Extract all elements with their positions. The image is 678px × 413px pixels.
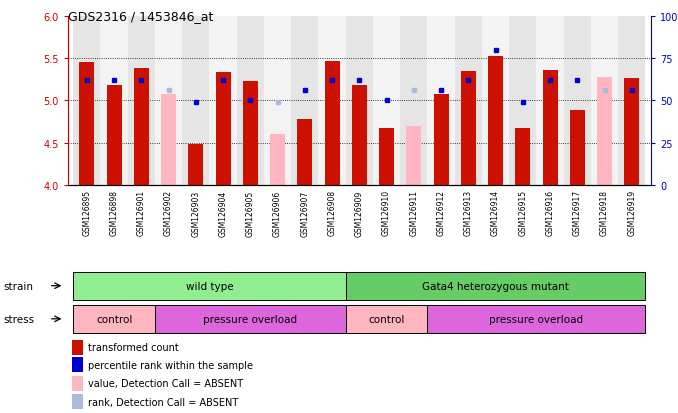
Text: rank, Detection Call = ABSENT: rank, Detection Call = ABSENT <box>88 397 239 407</box>
Bar <box>243 82 258 186</box>
Bar <box>188 145 203 186</box>
Text: GSM126915: GSM126915 <box>518 190 527 236</box>
Bar <box>73 305 155 333</box>
Bar <box>618 17 645 186</box>
Bar <box>597 78 612 186</box>
Bar <box>319 17 346 186</box>
Bar <box>73 272 346 300</box>
Bar <box>298 120 313 186</box>
Bar <box>509 17 536 186</box>
Bar <box>427 305 645 333</box>
Text: GDS2316 / 1453846_at: GDS2316 / 1453846_at <box>68 10 213 23</box>
Bar <box>161 95 176 186</box>
Text: pressure overload: pressure overload <box>203 314 298 324</box>
Bar <box>536 17 563 186</box>
Bar <box>292 17 319 186</box>
Text: GSM126916: GSM126916 <box>546 190 555 236</box>
Bar <box>73 340 83 355</box>
Text: pressure overload: pressure overload <box>490 314 584 324</box>
Text: GSM126918: GSM126918 <box>600 190 609 236</box>
Text: GSM126909: GSM126909 <box>355 190 364 236</box>
Bar <box>379 128 394 186</box>
Bar <box>624 78 639 186</box>
Bar <box>570 111 585 186</box>
Bar <box>488 57 503 186</box>
Bar <box>73 357 83 372</box>
Text: value, Detection Call = ABSENT: value, Detection Call = ABSENT <box>88 378 243 388</box>
Text: GSM126903: GSM126903 <box>191 190 201 236</box>
Text: control: control <box>96 314 132 324</box>
Text: Gata4 heterozygous mutant: Gata4 heterozygous mutant <box>422 281 569 291</box>
Text: GSM126911: GSM126911 <box>410 190 418 236</box>
Bar <box>400 17 427 186</box>
Text: GSM126902: GSM126902 <box>164 190 173 236</box>
Text: GSM126905: GSM126905 <box>246 190 255 236</box>
Text: percentile rank within the sample: percentile rank within the sample <box>88 360 253 370</box>
Bar <box>79 63 94 186</box>
Text: transformed count: transformed count <box>88 343 179 353</box>
Bar <box>346 305 427 333</box>
Bar <box>563 17 591 186</box>
Bar <box>325 62 340 186</box>
Bar <box>155 305 346 333</box>
Bar <box>373 17 400 186</box>
Text: GSM126919: GSM126919 <box>627 190 637 236</box>
Bar <box>73 17 100 186</box>
Bar <box>591 17 618 186</box>
Text: stress: stress <box>3 314 35 324</box>
Bar <box>406 126 421 186</box>
Text: control: control <box>368 314 405 324</box>
Bar <box>482 17 509 186</box>
Text: GSM126907: GSM126907 <box>300 190 309 236</box>
Text: strain: strain <box>3 281 33 291</box>
Text: GSM126914: GSM126914 <box>491 190 500 236</box>
Bar <box>134 69 149 186</box>
Bar <box>434 95 449 186</box>
Bar <box>106 86 121 186</box>
Bar <box>455 17 482 186</box>
Text: GSM126913: GSM126913 <box>464 190 473 236</box>
Bar <box>237 17 264 186</box>
Text: GSM126912: GSM126912 <box>437 190 445 236</box>
Bar <box>461 71 476 186</box>
Text: GSM126910: GSM126910 <box>382 190 391 236</box>
Text: GSM126895: GSM126895 <box>82 190 92 236</box>
Bar <box>346 17 373 186</box>
Bar <box>542 71 557 186</box>
Bar <box>352 86 367 186</box>
Bar <box>346 272 645 300</box>
Text: GSM126908: GSM126908 <box>327 190 336 236</box>
Bar <box>182 17 210 186</box>
Text: GSM126904: GSM126904 <box>218 190 228 236</box>
Bar <box>264 17 292 186</box>
Bar <box>216 73 231 186</box>
Text: GSM126917: GSM126917 <box>573 190 582 236</box>
Bar <box>100 17 127 186</box>
Bar <box>73 376 83 391</box>
Bar <box>127 17 155 186</box>
Bar <box>515 128 530 186</box>
Text: GSM126906: GSM126906 <box>273 190 282 236</box>
Text: GSM126898: GSM126898 <box>110 190 119 236</box>
Bar <box>73 394 83 409</box>
Bar <box>427 17 455 186</box>
Bar <box>155 17 182 186</box>
Bar <box>270 135 285 186</box>
Text: wild type: wild type <box>186 281 233 291</box>
Bar <box>210 17 237 186</box>
Text: GSM126901: GSM126901 <box>137 190 146 236</box>
